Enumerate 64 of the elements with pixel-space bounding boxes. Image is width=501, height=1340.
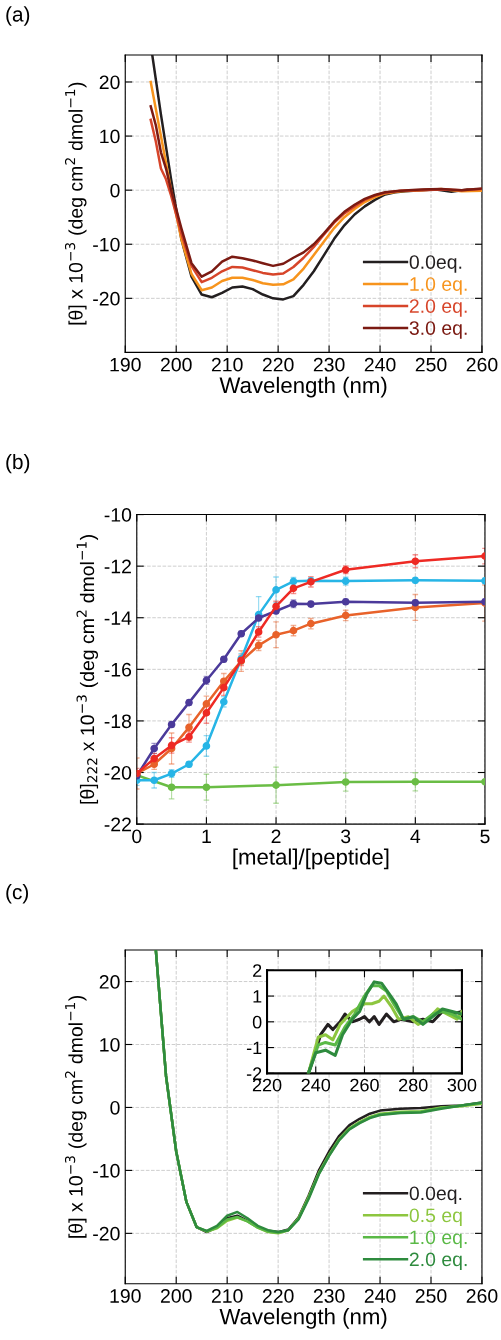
y-tick-label: 1: [253, 990, 262, 1003]
x-tick-label: 210: [211, 1289, 243, 1303]
legend-label: 1.0 eq.: [410, 277, 467, 295]
chart-title: (a): [6, 6, 30, 26]
x-tick-label: 190: [110, 357, 141, 372]
x-tick-label: 0: [132, 829, 142, 844]
x-tick-label: 210: [211, 357, 243, 372]
x-tick-label: 1: [202, 829, 211, 844]
x-axis-title: Wavelength (nm): [219, 1308, 387, 1329]
x-tick-label: 230: [313, 1289, 345, 1303]
y-tick-label: 0: [252, 1015, 262, 1029]
y-tick-label: -16: [104, 662, 132, 677]
y-tick-label: -1: [246, 1041, 262, 1055]
y-tick-label: 20: [99, 75, 120, 90]
x-tick-label: 260: [466, 357, 498, 372]
legend-label: 0.0eq.: [409, 255, 462, 273]
legend-label: 1.0 eq.: [410, 1230, 467, 1249]
legend-label: 2.0 eq.: [409, 299, 467, 317]
x-tick-label: 220: [262, 357, 294, 372]
x-tick-label: 240: [301, 1078, 331, 1092]
y-tick-label: 20: [99, 975, 120, 989]
y-tick-label: -20: [93, 1226, 120, 1241]
x-tick-label: 260: [350, 1078, 379, 1092]
y-tick-label: 10: [100, 129, 120, 144]
x-tick-label: 4: [410, 829, 421, 844]
y-tick-label: -20: [93, 291, 120, 306]
legend-label: 3.0 eq.: [409, 321, 467, 339]
y-tick-label: -10: [104, 508, 132, 522]
x-tick-label: 5: [480, 829, 490, 844]
y-axis-title: [θ] x 10$^{−3}$ (deg cm$^{2}$ dmol$^{−1}$): [64, 82, 87, 325]
x-tick-label: 240: [364, 1289, 396, 1303]
x-tick-label: 200: [160, 357, 192, 372]
x-tick-label: 3: [341, 829, 351, 844]
x-tick-label: 190: [110, 1289, 141, 1303]
y-tick-label: 0: [110, 1100, 120, 1115]
x-axis-title: [metal]/[peptide]: [233, 848, 389, 870]
legend-label: 0.0eq.: [409, 1186, 462, 1205]
y-tick-label: -10: [93, 237, 120, 252]
x-tick-label: 200: [160, 1289, 192, 1303]
x-tick-label: 230: [313, 357, 345, 372]
y-tick-label: 2: [253, 964, 262, 977]
y-tick-label: -12: [104, 559, 131, 574]
y-tick-label: -22: [104, 817, 131, 832]
x-tick-label: 250: [415, 357, 447, 372]
y-tick-label: -20: [104, 765, 132, 780]
y-tick-label: -14: [104, 611, 132, 625]
y-axis-title: [θ] x 10$^{−3}$ (deg cm$^{2}$ dmol$^{−1}$): [64, 995, 87, 1238]
x-tick-label: 280: [399, 1078, 428, 1092]
x-tick-label: 220: [262, 1289, 294, 1303]
x-tick-label: 260: [466, 1289, 498, 1303]
text: [θ]$_{222}$ x 10$^{−3}$ (deg cm$^{2}$ dmol$^{−1}$): [76, 535, 99, 804]
x-axis-title: Wavelength (nm): [219, 376, 387, 398]
x-tick-label: 2: [271, 829, 281, 844]
chart-title: (c): [6, 884, 29, 904]
x-tick-label: 250: [415, 1289, 447, 1303]
y-tick-label: -18: [104, 714, 132, 729]
chart-title: (b): [6, 453, 30, 474]
legend-label: 0.5 eq: [409, 1208, 462, 1227]
legend-label: 2.0 eq.: [409, 1252, 467, 1271]
y-tick-label: -10: [93, 1163, 120, 1178]
x-tick-label: 300: [447, 1078, 477, 1092]
x-tick-label: 240: [364, 357, 396, 372]
y-tick-label: 10: [100, 1037, 120, 1052]
y-tick-label: 0: [110, 183, 120, 198]
